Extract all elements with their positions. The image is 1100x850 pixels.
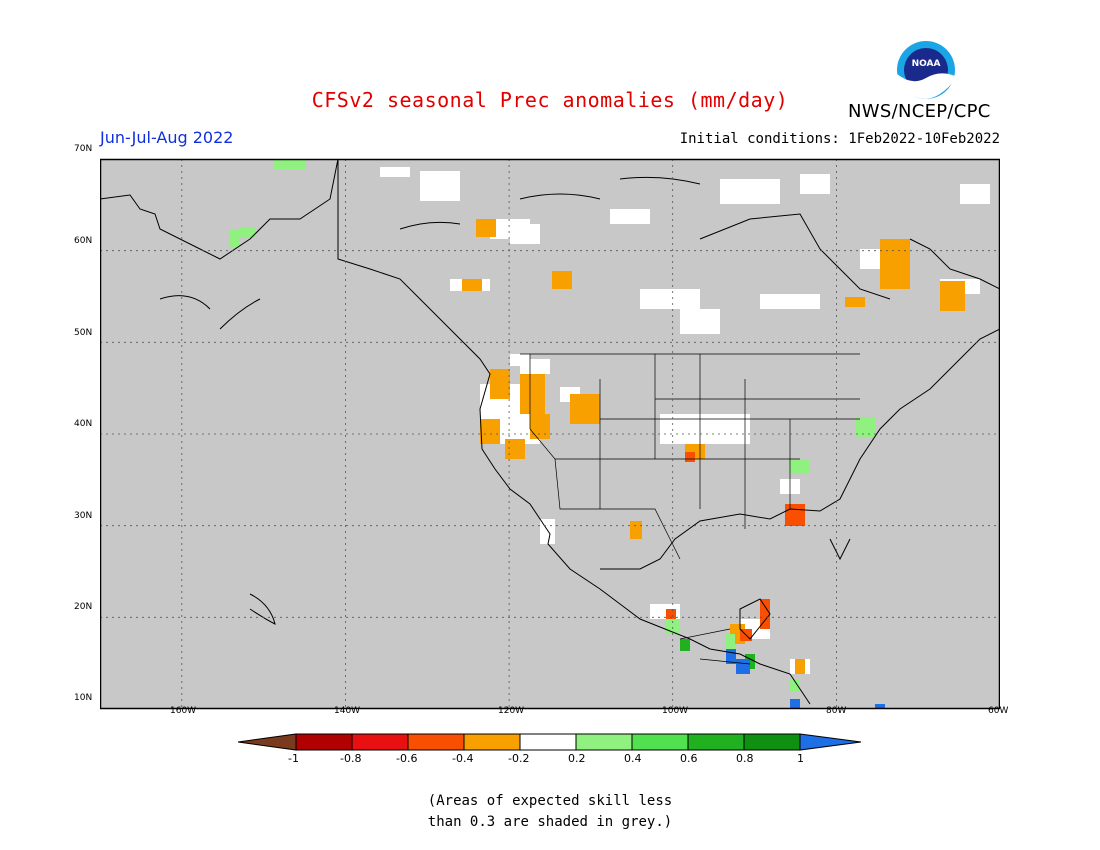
lon-label: 100W — [662, 706, 689, 716]
lat-label: 40N — [74, 419, 93, 429]
colorbar-label: -0.8 — [340, 752, 362, 765]
skill-footnote: (Areas of expected skill less than 0.3 a… — [0, 791, 1100, 833]
lon-label: 160W — [170, 706, 197, 716]
colorbar-swatch — [407, 733, 465, 751]
initial-conditions-label: Initial conditions: 1Feb2022-10Feb2022 — [679, 131, 1000, 147]
lon-label: 80W — [826, 706, 847, 716]
noaa-logo-text: NOAA — [912, 59, 941, 69]
colorbar-label: 0.2 — [568, 752, 586, 765]
lat-label: 10N — [74, 693, 93, 703]
lon-label: 140W — [334, 706, 361, 716]
colorbar-swatch — [519, 733, 577, 751]
lat-label: 20N — [74, 602, 93, 612]
colorbar-swatch — [743, 733, 801, 751]
colorbar-label: 1 — [797, 752, 804, 765]
organization-label: NWS/NCEP/CPC — [848, 101, 991, 122]
colorbar-swatch — [238, 733, 297, 751]
colorbar-label: 0.8 — [736, 752, 754, 765]
colorbar-label: -0.2 — [508, 752, 530, 765]
colorbar-swatch — [463, 733, 521, 751]
colorbar-swatch — [799, 733, 862, 751]
footnote-line: than 0.3 are shaded in grey.) — [427, 814, 673, 830]
lat-label: 70N — [74, 144, 93, 154]
noaa-logo: NOAA — [894, 40, 958, 104]
lat-label: 50N — [74, 328, 93, 338]
colorbar-label: 0.6 — [680, 752, 698, 765]
chart-title: CFSv2 seasonal Prec anomalies (mm/day) — [311, 88, 789, 112]
colorbar-swatch — [631, 733, 689, 751]
colorbar-label: -1 — [288, 752, 299, 765]
colorbar-label: -0.6 — [396, 752, 418, 765]
gridlines — [100, 159, 1000, 709]
colorbar-swatch — [575, 733, 633, 751]
season-label: Jun-Jul-Aug 2022 — [100, 128, 234, 147]
colorbar-label: -0.4 — [452, 752, 474, 765]
lat-label: 60N — [74, 236, 93, 246]
colorbar — [238, 733, 862, 751]
colorbar-swatch — [351, 733, 409, 751]
footnote-line: (Areas of expected skill less — [427, 793, 673, 809]
anomaly-map — [100, 158, 1000, 710]
coastlines — [100, 158, 1000, 705]
lon-label: 60W — [988, 706, 1009, 716]
colorbar-swatch — [687, 733, 745, 751]
lat-label: 30N — [74, 511, 93, 521]
political-borders — [520, 353, 860, 665]
colorbar-swatch — [295, 733, 353, 751]
lon-label: 120W — [498, 706, 525, 716]
map-frame — [100, 158, 1000, 710]
colorbar-label: 0.4 — [624, 752, 642, 765]
